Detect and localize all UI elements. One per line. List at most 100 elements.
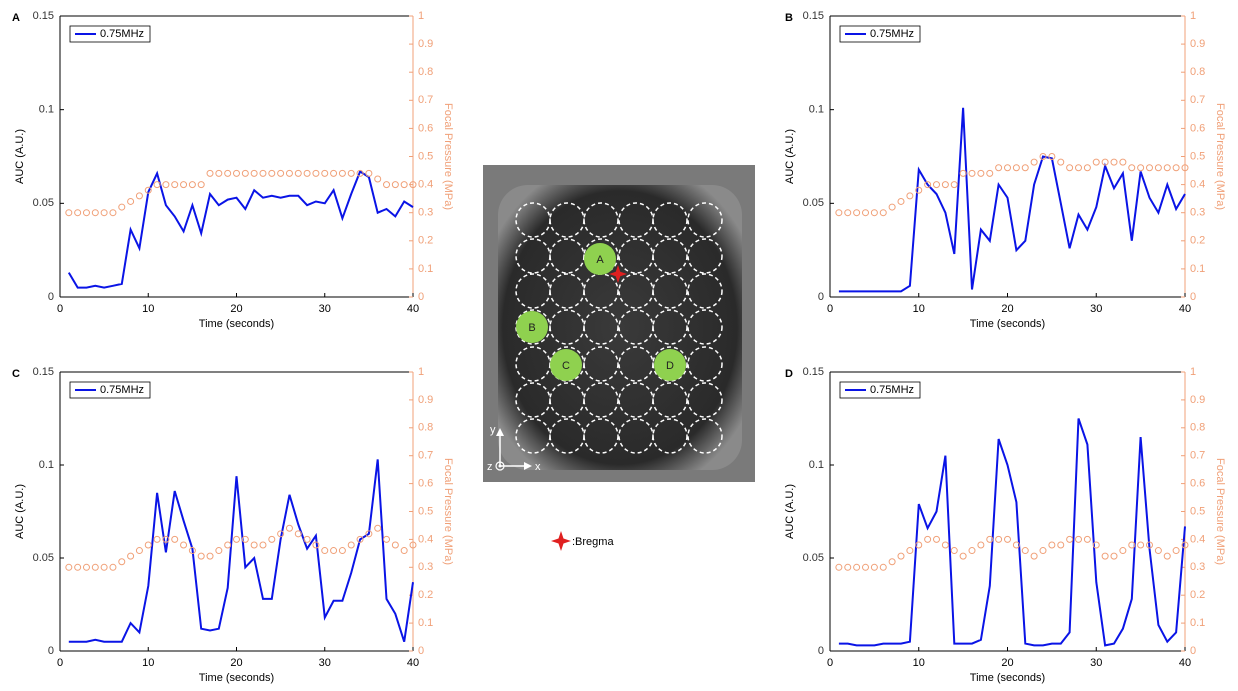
pressure-marker [836, 564, 842, 570]
pressure-marker [969, 548, 975, 554]
y-axis-label: AUC (A.U.) [14, 129, 26, 184]
x-tick-label: 40 [1179, 303, 1191, 315]
y-tick-label: 0.05 [803, 552, 824, 564]
y2-tick-label: 0.1 [1190, 617, 1205, 629]
y2-tick-label: 0 [1190, 645, 1196, 657]
y2-tick-label: 0.2 [418, 589, 433, 601]
legend-label: 0.75MHz [100, 28, 144, 40]
pressure-marker [951, 182, 957, 188]
pressure-marker [251, 542, 257, 548]
pressure-marker [1013, 165, 1019, 171]
pressure-marker [145, 542, 151, 548]
y2-tick-label: 0.8 [1190, 422, 1205, 434]
y2-axis-label: Focal Pressure (MPa) [442, 458, 454, 565]
pressure-marker [83, 210, 89, 216]
y2-tick-label: 0.3 [1190, 207, 1205, 219]
pressure-marker [225, 542, 231, 548]
legend-label: 0.75MHz [870, 28, 914, 40]
auc-line [69, 172, 413, 288]
auc-line [69, 459, 413, 641]
pressure-marker [251, 170, 257, 176]
pressure-marker [216, 548, 222, 554]
pressure-marker [181, 182, 187, 188]
pressure-marker [1138, 165, 1144, 171]
pressure-marker [907, 548, 913, 554]
y2-tick-label: 0.4 [418, 533, 433, 545]
pressure-marker [951, 548, 957, 554]
spot-label: B [528, 322, 535, 334]
pressure-marker [295, 531, 301, 537]
y2-tick-label: 1 [1190, 366, 1196, 378]
y2-tick-label: 0.7 [1190, 450, 1205, 462]
pressure-marker [871, 564, 877, 570]
y2-tick-label: 0.8 [1190, 66, 1205, 78]
bregma-legend-marker [551, 531, 571, 551]
pressure-marker [996, 165, 1002, 171]
y2-tick-label: 0.9 [1190, 38, 1205, 50]
pressure-marker [1084, 165, 1090, 171]
pressure-marker [1120, 159, 1126, 165]
x-tick-label: 30 [1090, 657, 1102, 669]
pressure-marker [942, 542, 948, 548]
y2-tick-label: 0.3 [418, 561, 433, 573]
pressure-marker [331, 548, 337, 554]
pressure-marker [925, 536, 931, 542]
page: ABCD yzx:BregmaA01020304000.050.10.1500.… [0, 0, 1238, 691]
y2-tick-label: 0.7 [1190, 94, 1205, 106]
y2-tick-label: 0.5 [418, 505, 433, 517]
y2-tick-label: 0.5 [1190, 150, 1205, 162]
y2-tick-label: 0.4 [1190, 179, 1205, 191]
pressure-marker [1129, 165, 1135, 171]
x-tick-label: 10 [142, 657, 154, 669]
pressure-marker [181, 542, 187, 548]
pressure-marker [216, 170, 222, 176]
pressure-marker [401, 182, 407, 188]
y2-tick-label: 1 [418, 10, 424, 22]
pressure-marker [101, 564, 107, 570]
pressure-marker [1058, 542, 1064, 548]
pressure-marker [836, 210, 842, 216]
x-tick-label: 20 [1001, 657, 1013, 669]
y-tick-label: 0.05 [33, 197, 54, 209]
pressure-marker [348, 170, 354, 176]
y2-tick-label: 0.9 [418, 394, 433, 406]
pressure-marker [136, 193, 142, 199]
pressure-marker [898, 198, 904, 204]
pressure-marker [1164, 553, 1170, 559]
pressure-marker [128, 198, 134, 204]
x-tick-label: 30 [319, 303, 331, 315]
y-tick-label: 0 [818, 645, 824, 657]
pressure-marker [234, 170, 240, 176]
figure: ABCD yzx:BregmaA01020304000.050.10.1500.… [0, 0, 1238, 691]
pressure-marker [1155, 548, 1161, 554]
axis-label: y [490, 424, 496, 436]
x-tick-label: 0 [827, 657, 833, 669]
pressure-marker [1058, 159, 1064, 165]
x-tick-label: 30 [1090, 303, 1102, 315]
pressure-marker [207, 170, 213, 176]
y-tick-label: 0.05 [33, 552, 54, 564]
y2-tick-label: 0.1 [418, 263, 433, 275]
pressure-marker [304, 170, 310, 176]
pressure-marker [1005, 165, 1011, 171]
y2-axis-label: Focal Pressure (MPa) [1214, 103, 1226, 210]
y2-tick-label: 0.9 [418, 38, 433, 50]
panel-label: D [785, 368, 793, 380]
pressure-marker [92, 210, 98, 216]
x-tick-label: 30 [319, 657, 331, 669]
pressure-marker [119, 204, 125, 210]
pressure-marker [322, 170, 328, 176]
pressure-marker [960, 553, 966, 559]
y2-tick-label: 0.4 [418, 179, 433, 191]
y2-tick-label: 0.3 [1190, 561, 1205, 573]
pressure-marker [198, 182, 204, 188]
y2-tick-label: 0.5 [418, 150, 433, 162]
auc-line [839, 419, 1185, 646]
y2-tick-label: 0.6 [418, 122, 433, 134]
pressure-marker [75, 210, 81, 216]
legend-label: 0.75MHz [870, 384, 914, 396]
y2-tick-label: 0.1 [418, 617, 433, 629]
pressure-marker [392, 182, 398, 188]
pressure-marker [260, 542, 266, 548]
pressure-marker [1005, 536, 1011, 542]
